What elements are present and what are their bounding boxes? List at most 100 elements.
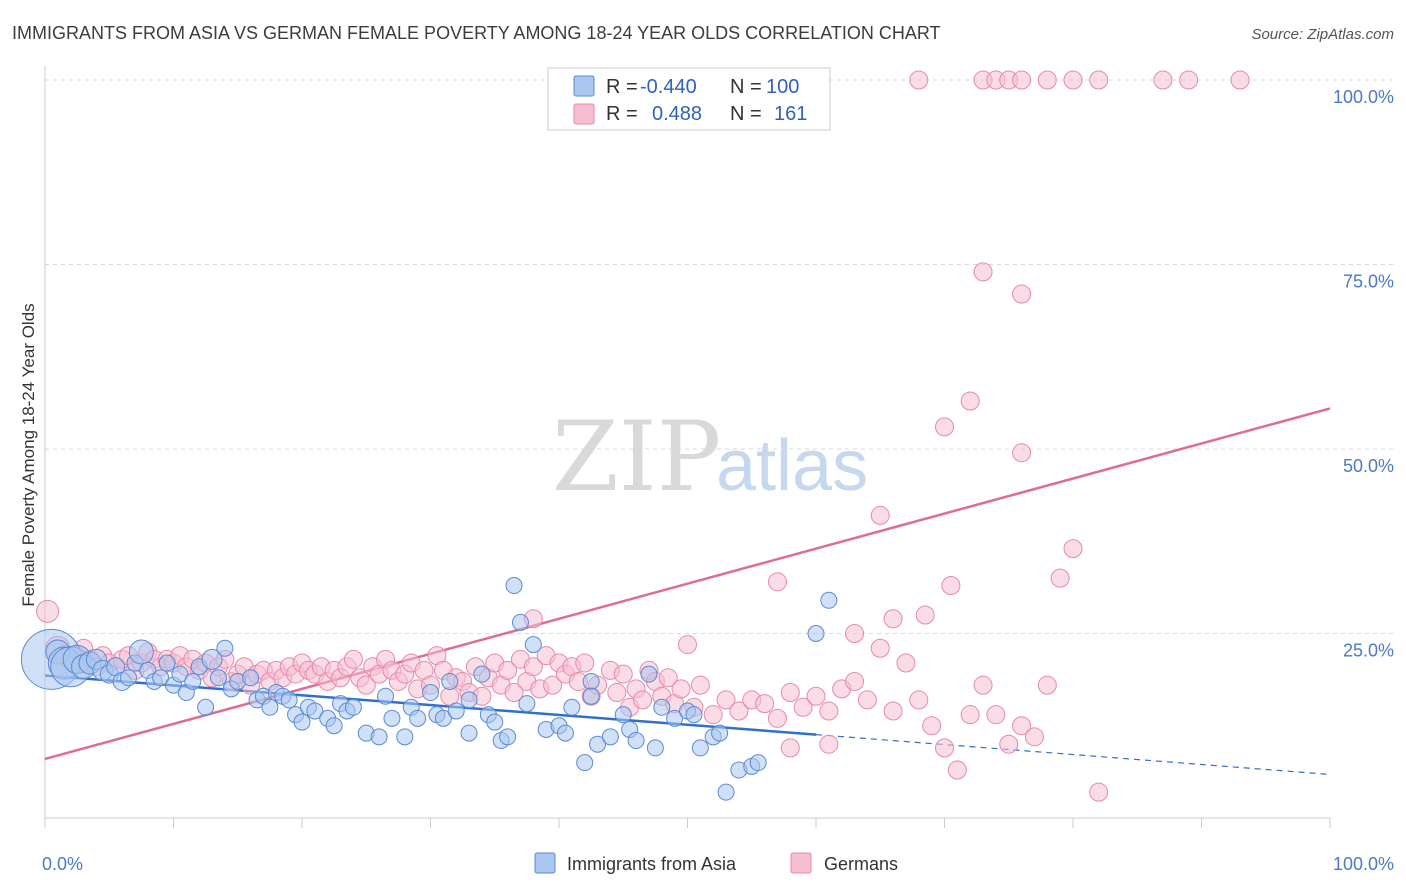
data-point-germans: [909, 690, 929, 710]
data-point-germans: [883, 701, 903, 721]
data-point-germans: [915, 605, 935, 625]
data-point-germans: [960, 391, 980, 411]
data-point-asia: [128, 639, 154, 665]
data-point-germans: [793, 697, 813, 717]
data-point-asia: [511, 613, 529, 631]
data-point-germans: [716, 690, 736, 710]
data-point-asia: [184, 672, 202, 690]
data-point-germans: [1012, 443, 1032, 463]
data-point-asia: [627, 732, 645, 750]
legend-frame: [547, 67, 831, 131]
data-point-asia: [209, 669, 227, 687]
data-point-germans: [498, 660, 518, 680]
axes: 25.0% 50.0% 75.0% 100.0% 0.0% 100.0%: [42, 66, 1394, 874]
data-point-asia: [666, 709, 684, 727]
data-point-germans: [819, 701, 839, 721]
data-point-asia: [646, 739, 664, 757]
data-point-germans: [633, 690, 653, 710]
data-point-germans: [1063, 70, 1083, 90]
data-point-germans: [36, 599, 60, 623]
data-point-asia: [486, 713, 504, 731]
data-point-germans: [658, 668, 678, 688]
data-point-asia: [807, 625, 825, 642]
data-point-asia: [441, 672, 459, 690]
data-point-germans: [935, 738, 954, 758]
data-point-asia: [820, 591, 838, 609]
data-point-asia: [576, 754, 594, 772]
series-immigrants-from-asia: [20, 577, 838, 801]
data-point-germans: [755, 694, 775, 714]
data-point-asia: [201, 648, 223, 670]
data-point-asia: [582, 672, 600, 690]
legend-n-value-2: 161: [774, 103, 807, 125]
data-point-asia: [518, 695, 536, 713]
data-point-germans: [1050, 568, 1070, 588]
data-point-germans: [960, 705, 980, 725]
data-point-germans: [780, 683, 800, 703]
data-point-asia: [370, 728, 388, 746]
data-point-asia: [460, 691, 478, 709]
data-point-asia: [152, 669, 170, 687]
data-point-asia: [396, 728, 414, 746]
data-point-germans: [870, 638, 890, 658]
data-point-asia: [717, 783, 735, 801]
data-point-asia: [242, 669, 260, 687]
data-point-germans: [671, 679, 691, 699]
data-point-germans: [780, 738, 800, 758]
data-point-asia: [293, 713, 311, 731]
grid-lines: [45, 79, 1394, 634]
data-point-asia: [325, 717, 343, 735]
legend-swatch-blue: [573, 75, 595, 97]
data-point-asia: [447, 702, 465, 720]
legend-swatch-pink: [573, 103, 595, 125]
data-point-asia: [377, 687, 395, 705]
legend-r-label-1: R =: [606, 76, 638, 98]
x-tick-label-min: 0.0%: [42, 854, 83, 874]
data-point-asia: [563, 698, 581, 716]
bottom-legend-label-asia: Immigrants from Asia: [567, 854, 737, 874]
data-point-asia: [685, 706, 703, 724]
data-point-asia: [422, 684, 439, 702]
bottom-legend: Immigrants from Asia Germans: [534, 852, 898, 874]
data-point-germans: [543, 675, 563, 695]
data-point-asia: [460, 724, 478, 742]
data-point-asia: [499, 728, 517, 746]
y-tick-label: 100.0%: [1333, 87, 1394, 107]
legend-box: R = -0.440 N = 100 R = 0.488 N = 161: [547, 67, 831, 131]
data-point-germans: [999, 734, 1019, 754]
data-point-asia: [120, 669, 138, 687]
data-point-asia: [171, 665, 189, 683]
data-point-germans: [1037, 70, 1057, 90]
data-point-asia: [556, 724, 574, 742]
data-point-germans: [1153, 70, 1173, 90]
chart-source: Source: ZipAtlas.com: [1251, 26, 1394, 43]
data-point-asia: [344, 698, 362, 716]
data-point-germans: [806, 686, 826, 706]
data-point-germans: [986, 705, 1006, 725]
data-point-asia: [383, 709, 401, 727]
data-point-germans: [1024, 727, 1044, 747]
x-tick-label-max: 100.0%: [1333, 854, 1394, 874]
data-point-germans: [973, 675, 993, 695]
data-point-germans: [1089, 782, 1109, 802]
data-point-asia: [589, 735, 607, 753]
data-point-asia: [409, 709, 427, 727]
data-point-germans: [767, 572, 787, 592]
data-point-germans: [909, 70, 929, 90]
data-point-germans: [883, 609, 903, 629]
data-point-germans: [678, 635, 697, 655]
data-point-germans: [1012, 716, 1032, 736]
data-point-germans: [767, 708, 787, 728]
y-axis-label: Female Poverty Among 18-24 Year Olds: [19, 303, 38, 606]
data-point-germans: [1230, 70, 1250, 90]
data-point-germans: [1012, 70, 1032, 90]
data-point-germans: [575, 653, 595, 673]
data-point-germans: [973, 262, 993, 282]
legend-r-value-1: -0.440: [640, 76, 697, 98]
data-point-germans: [690, 675, 710, 695]
data-point-germans: [729, 701, 749, 721]
data-point-germans: [523, 657, 543, 677]
data-point-asia: [197, 698, 215, 716]
data-point-asia: [582, 687, 600, 705]
data-point-germans: [922, 716, 942, 736]
